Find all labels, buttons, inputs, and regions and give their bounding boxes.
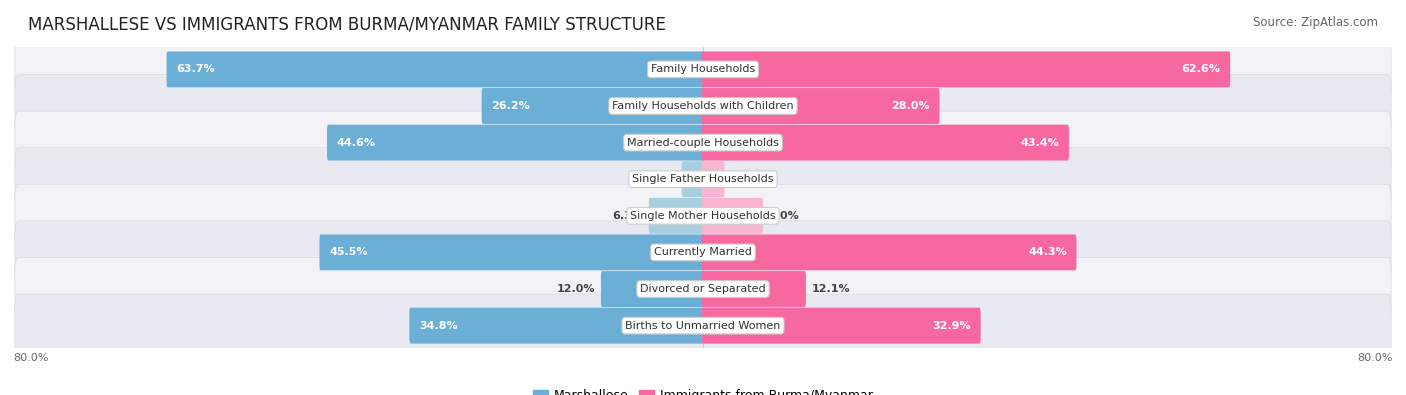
Text: 6.3%: 6.3% bbox=[613, 211, 644, 221]
FancyBboxPatch shape bbox=[166, 51, 704, 87]
Text: 2.4%: 2.4% bbox=[730, 174, 761, 184]
FancyBboxPatch shape bbox=[15, 75, 1391, 137]
Text: Currently Married: Currently Married bbox=[654, 247, 752, 258]
Text: MARSHALLESE VS IMMIGRANTS FROM BURMA/MYANMAR FAMILY STRUCTURE: MARSHALLESE VS IMMIGRANTS FROM BURMA/MYA… bbox=[28, 16, 666, 34]
FancyBboxPatch shape bbox=[702, 235, 1077, 270]
Text: Births to Unmarried Women: Births to Unmarried Women bbox=[626, 321, 780, 331]
FancyBboxPatch shape bbox=[702, 308, 980, 344]
FancyBboxPatch shape bbox=[15, 258, 1391, 320]
Text: 45.5%: 45.5% bbox=[329, 247, 367, 258]
Text: 7.0%: 7.0% bbox=[769, 211, 799, 221]
Text: 2.4%: 2.4% bbox=[645, 174, 676, 184]
FancyBboxPatch shape bbox=[682, 161, 704, 197]
Text: 44.3%: 44.3% bbox=[1028, 247, 1067, 258]
Legend: Marshallese, Immigrants from Burma/Myanmar: Marshallese, Immigrants from Burma/Myanm… bbox=[527, 384, 879, 395]
Text: 26.2%: 26.2% bbox=[491, 101, 530, 111]
Text: Divorced or Separated: Divorced or Separated bbox=[640, 284, 766, 294]
Text: Single Father Households: Single Father Households bbox=[633, 174, 773, 184]
Text: 62.6%: 62.6% bbox=[1181, 64, 1220, 74]
FancyBboxPatch shape bbox=[482, 88, 704, 124]
FancyBboxPatch shape bbox=[15, 38, 1391, 101]
FancyBboxPatch shape bbox=[15, 184, 1391, 247]
FancyBboxPatch shape bbox=[15, 221, 1391, 284]
FancyBboxPatch shape bbox=[702, 271, 806, 307]
Text: 43.4%: 43.4% bbox=[1021, 137, 1059, 148]
Text: Source: ZipAtlas.com: Source: ZipAtlas.com bbox=[1253, 16, 1378, 29]
Text: Single Mother Households: Single Mother Households bbox=[630, 211, 776, 221]
FancyBboxPatch shape bbox=[319, 235, 704, 270]
Text: Family Households: Family Households bbox=[651, 64, 755, 74]
Text: 12.0%: 12.0% bbox=[557, 284, 596, 294]
Text: 12.1%: 12.1% bbox=[811, 284, 851, 294]
Text: Family Households with Children: Family Households with Children bbox=[612, 101, 794, 111]
Text: 28.0%: 28.0% bbox=[891, 101, 929, 111]
FancyBboxPatch shape bbox=[702, 51, 1230, 87]
FancyBboxPatch shape bbox=[648, 198, 704, 234]
FancyBboxPatch shape bbox=[15, 294, 1391, 357]
FancyBboxPatch shape bbox=[702, 198, 763, 234]
Text: 32.9%: 32.9% bbox=[932, 321, 972, 331]
FancyBboxPatch shape bbox=[15, 111, 1391, 174]
FancyBboxPatch shape bbox=[409, 308, 704, 344]
Text: 34.8%: 34.8% bbox=[419, 321, 457, 331]
FancyBboxPatch shape bbox=[600, 271, 704, 307]
FancyBboxPatch shape bbox=[15, 148, 1391, 211]
FancyBboxPatch shape bbox=[702, 125, 1069, 160]
Text: 63.7%: 63.7% bbox=[176, 64, 215, 74]
Text: Married-couple Households: Married-couple Households bbox=[627, 137, 779, 148]
FancyBboxPatch shape bbox=[702, 88, 939, 124]
FancyBboxPatch shape bbox=[328, 125, 704, 160]
Text: 44.6%: 44.6% bbox=[336, 137, 375, 148]
FancyBboxPatch shape bbox=[702, 161, 724, 197]
